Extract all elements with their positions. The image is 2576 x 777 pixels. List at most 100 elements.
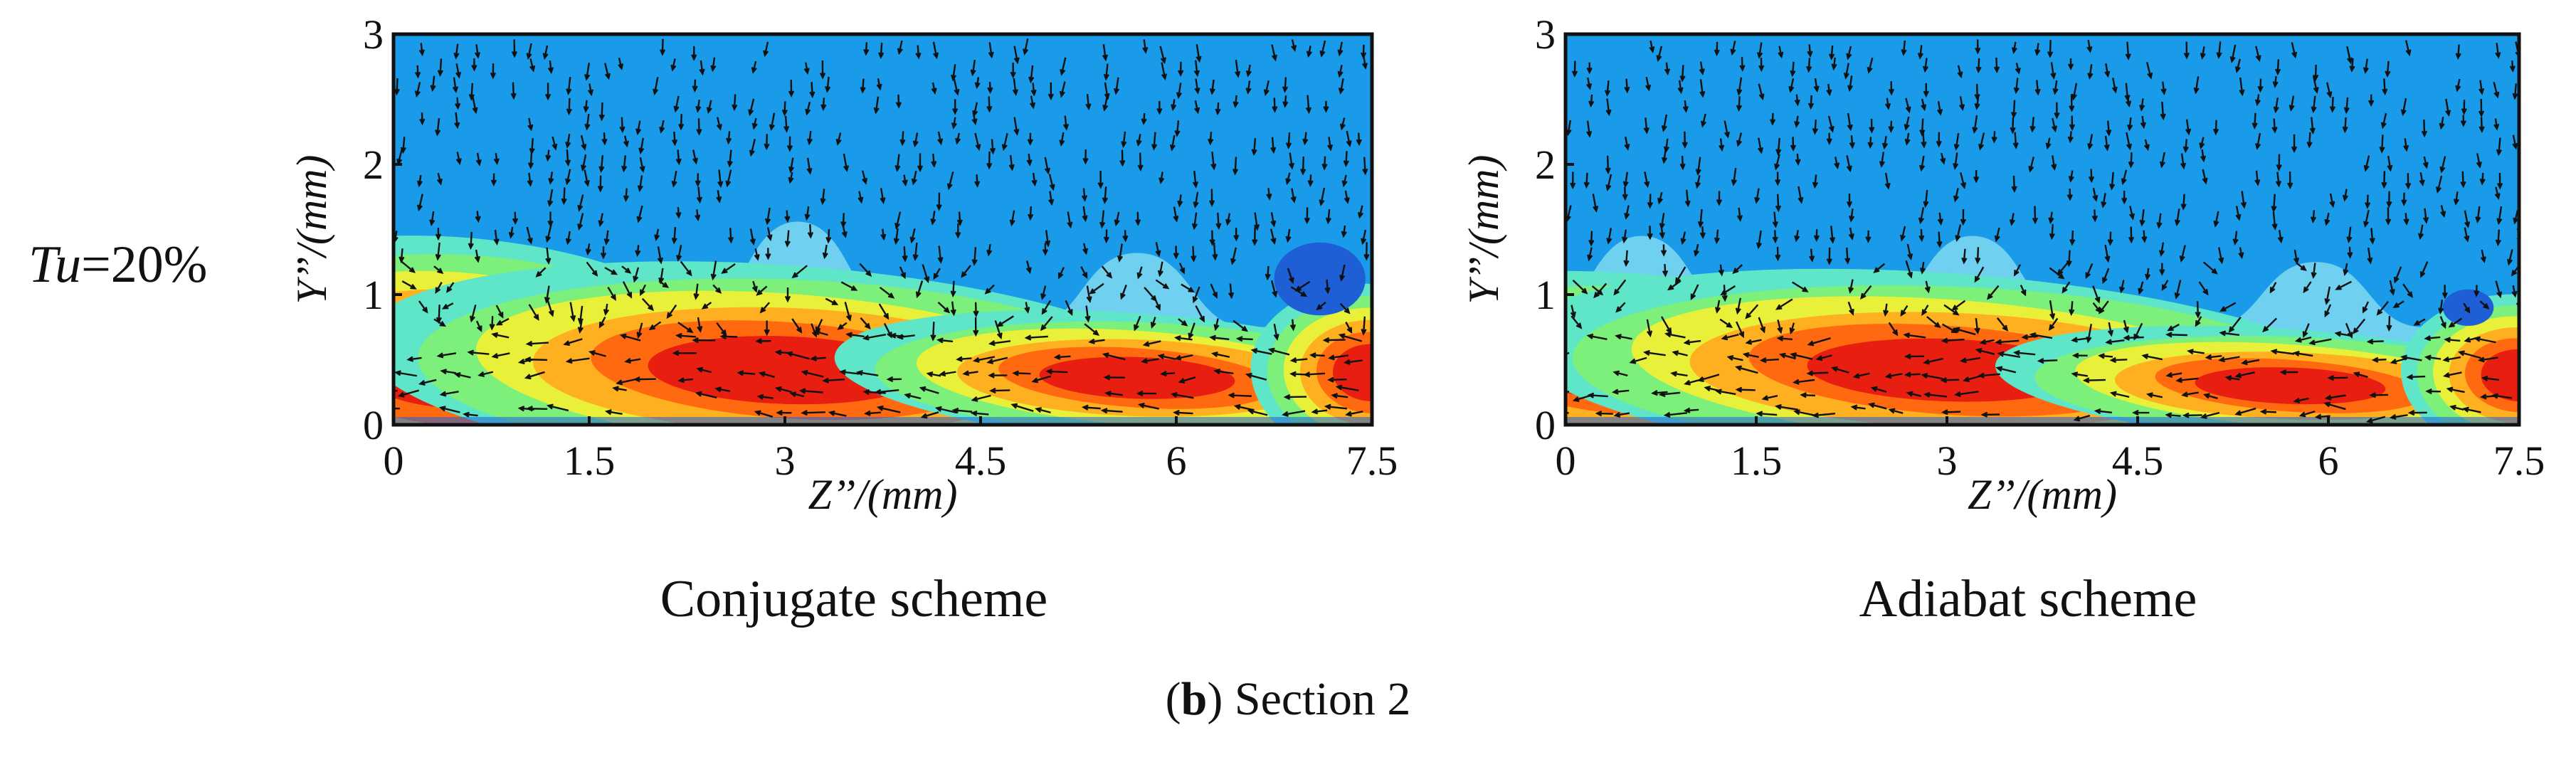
velocity-vector — [764, 41, 769, 56]
velocity-arrowhead — [1142, 46, 1149, 54]
velocity-arrowhead — [1888, 88, 1895, 96]
velocity-vector — [2272, 211, 2276, 229]
velocity-vector — [905, 393, 922, 400]
velocity-arrowhead — [566, 88, 572, 95]
velocity-vector — [1283, 410, 1306, 416]
velocity-arrowhead — [2009, 219, 2015, 226]
velocity-arrowhead — [873, 107, 880, 115]
velocity-arrowhead — [2291, 51, 2298, 59]
velocity-arrowhead — [766, 234, 773, 242]
velocity-vector — [1737, 388, 1756, 391]
velocity-arrowhead — [1179, 268, 1186, 275]
velocity-vector — [1922, 374, 1943, 380]
velocity-arrowhead — [1846, 53, 1852, 60]
velocity-arrowhead — [1605, 184, 1612, 192]
velocity-vector — [1646, 319, 1652, 336]
velocity-arrowhead — [2276, 164, 2282, 171]
velocity-vector — [2242, 359, 2260, 364]
velocity-arrowhead — [754, 410, 761, 416]
velocity-arrowhead — [1867, 142, 1874, 149]
velocity-arrowhead — [455, 158, 462, 166]
velocity-vector — [2130, 152, 2133, 166]
velocity-arrowhead — [1155, 250, 1161, 258]
velocity-vector — [1758, 42, 1763, 58]
velocity-arrowhead — [936, 204, 942, 211]
velocity-arrowhead — [1826, 258, 1832, 265]
velocity-vector — [1210, 283, 1218, 297]
velocity-vector — [1082, 206, 1087, 221]
velocity-vector — [1247, 374, 1267, 381]
velocity-vector — [1327, 209, 1331, 223]
velocity-arrowhead — [756, 289, 763, 296]
velocity-arrowhead — [2275, 180, 2281, 188]
velocity-vector — [2074, 414, 2091, 421]
velocity-arrowhead — [670, 64, 677, 72]
y-axis-label: Y’’/(mm) — [288, 155, 335, 305]
velocity-arrowhead — [2458, 350, 2465, 356]
velocity-arrowhead — [2367, 257, 2373, 265]
velocity-arrowhead — [1208, 138, 1214, 146]
velocity-arrowhead — [564, 159, 571, 167]
velocity-arrowhead — [876, 83, 882, 91]
velocity-arrowhead — [955, 137, 961, 145]
velocity-arrowhead — [1974, 327, 1980, 335]
velocity-vector — [2138, 281, 2144, 294]
velocity-arrowhead — [686, 270, 692, 277]
velocity-arrowhead — [2324, 218, 2330, 226]
velocity-vector — [766, 227, 771, 240]
velocity-vector — [760, 372, 775, 378]
velocity-arrowhead — [2346, 236, 2353, 243]
velocity-vector — [903, 246, 907, 260]
velocity-arrowhead — [1328, 354, 1335, 361]
velocity-arrowhead — [2104, 70, 2111, 78]
velocity-arrowhead — [2002, 324, 2009, 332]
velocity-arrowhead — [1667, 284, 1674, 291]
velocity-vector — [2354, 372, 2368, 379]
velocity-arrowhead — [1714, 49, 1720, 57]
velocity-vector — [1937, 100, 1942, 115]
velocity-vector — [639, 157, 644, 171]
velocity-arrowhead — [1235, 70, 1241, 78]
velocity-arrowhead — [1921, 309, 1928, 316]
velocity-arrowhead — [2252, 122, 2258, 130]
velocity-arrowhead — [666, 312, 672, 319]
velocity-arrowhead — [915, 291, 922, 299]
velocity-arrowhead — [429, 219, 436, 227]
velocity-arrowhead — [1309, 352, 1316, 359]
velocity-arrowhead — [1611, 388, 1619, 395]
velocity-vector — [808, 131, 812, 144]
velocity-arrowhead — [1794, 235, 1800, 243]
velocity-arrowhead — [1282, 411, 1289, 417]
velocity-vector — [1814, 174, 1817, 187]
velocity-vector — [667, 304, 677, 318]
velocity-arrowhead — [2448, 322, 2455, 328]
velocity-arrowhead — [692, 157, 698, 165]
velocity-arrowhead — [414, 90, 421, 97]
velocity-vector — [526, 226, 532, 243]
velocity-vector — [2402, 97, 2407, 115]
velocity-arrowhead — [1657, 197, 1664, 205]
velocity-vector — [2180, 245, 2186, 261]
velocity-vector — [1209, 132, 1213, 144]
velocity-arrowhead — [883, 313, 890, 320]
velocity-arrowhead — [1158, 177, 1165, 184]
velocity-arrowhead — [1809, 255, 1815, 263]
velocity-vector — [2109, 231, 2112, 245]
velocity-arrowhead — [1343, 160, 1349, 167]
velocity-arrowhead — [839, 369, 846, 376]
velocity-vector — [1585, 172, 1588, 187]
velocity-arrowhead — [2439, 166, 2446, 174]
velocity-vector — [546, 298, 554, 316]
velocity-arrowhead — [1174, 130, 1181, 137]
velocity-vector — [932, 41, 938, 58]
velocity-vector — [497, 317, 510, 326]
velocity-arrowhead — [1181, 320, 1188, 327]
velocity-arrowhead — [1615, 334, 1622, 340]
velocity-vector — [811, 323, 817, 337]
velocity-arrowhead — [2464, 337, 2471, 343]
velocity-arrowhead — [1319, 50, 1326, 58]
contour-level-6 — [2195, 367, 2386, 405]
velocity-arrowhead — [2298, 411, 2306, 418]
velocity-arrowhead — [2091, 215, 2098, 223]
velocity-vector — [821, 189, 825, 204]
